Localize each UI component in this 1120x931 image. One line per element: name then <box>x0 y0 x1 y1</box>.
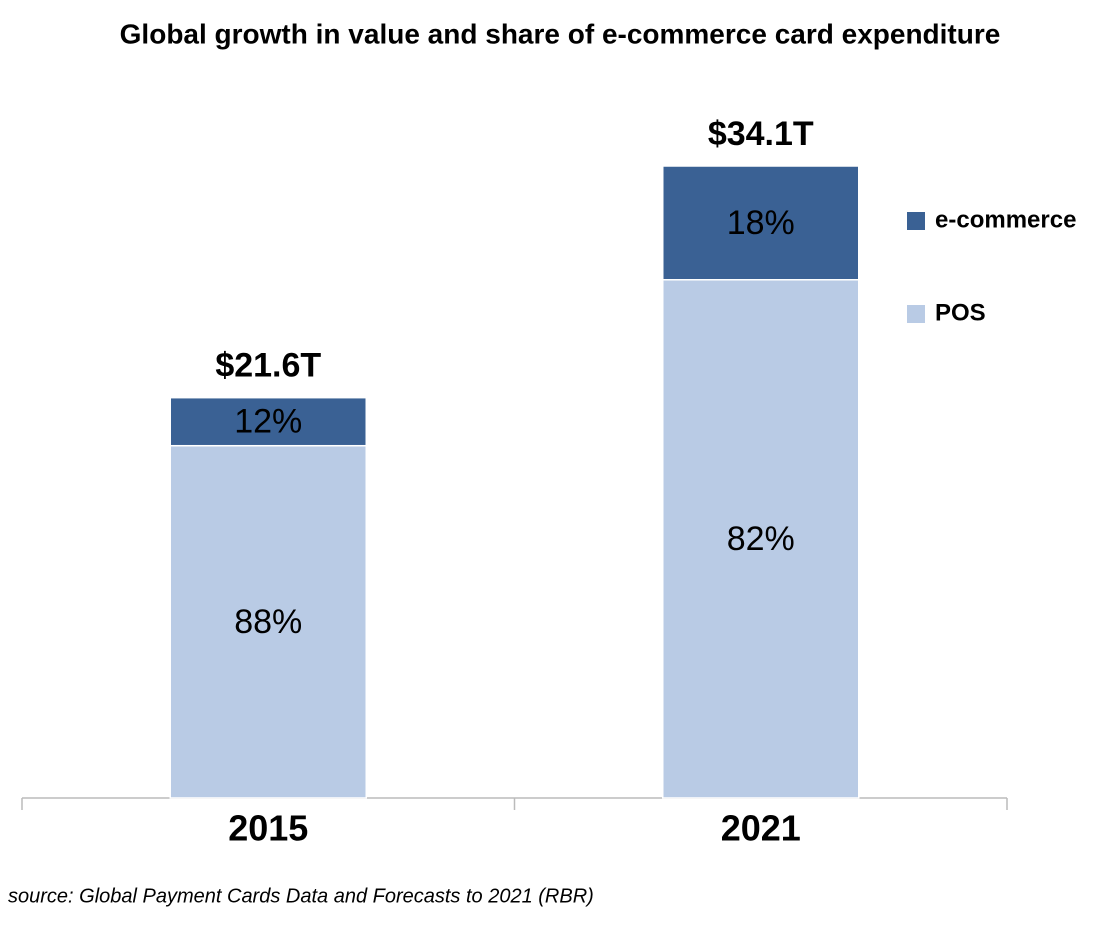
total-label: $34.1T <box>708 115 814 153</box>
source-note: source: Global Payment Cards Data and Fo… <box>8 885 594 907</box>
data-label: 82% <box>727 520 795 558</box>
bar-segment <box>662 165 860 281</box>
total-label: $21.6T <box>215 347 321 385</box>
bar-segment <box>169 396 367 447</box>
x-tick-label: 2021 <box>721 808 801 849</box>
data-label: 88% <box>234 603 302 641</box>
bar-segment <box>169 444 367 799</box>
data-label: 18% <box>727 204 795 242</box>
legend-label: POS <box>935 299 986 326</box>
legend-swatch <box>907 305 925 323</box>
chart-title: Global growth in value and share of e-co… <box>120 18 1001 49</box>
x-tick-label: 2015 <box>228 808 308 849</box>
data-label: 12% <box>234 403 302 441</box>
legend-swatch <box>907 212 925 230</box>
bar-segment <box>662 279 860 799</box>
legend-label: e-commerce <box>935 206 1076 233</box>
